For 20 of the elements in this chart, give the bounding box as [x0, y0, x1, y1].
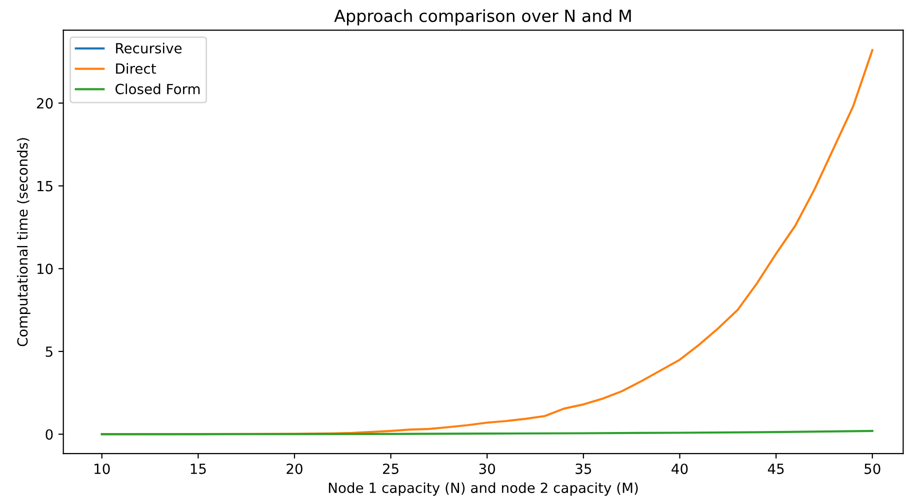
- x-axis-title: Node 1 capacity (N) and node 2 capacity (M): [328, 482, 638, 496]
- x-tick-label: 30: [479, 464, 496, 474]
- y-tick-label: 15: [37, 181, 52, 192]
- y-tick-label: 20: [36, 98, 53, 109]
- y-tick-label: 10: [37, 264, 53, 274]
- x-tick-label: 10: [94, 464, 110, 474]
- x-tick-label: 35: [576, 464, 592, 474]
- x-tick-label: 45: [768, 464, 784, 474]
- x-tick-label: 40: [672, 464, 688, 474]
- x-tick-label: 15: [190, 464, 206, 474]
- x-tick-label: 20: [286, 464, 302, 474]
- x-tick-label: 25: [382, 464, 398, 474]
- legend-label: Recursive: [116, 42, 182, 54]
- chart-title: Approach comparison over N and M: [334, 9, 631, 26]
- legend-label: Closed Form: [116, 84, 200, 94]
- x-tick-label: 50: [864, 464, 880, 474]
- y-axis-title: Computational time (seconds): [16, 138, 30, 346]
- y-tick-label: 0: [46, 429, 53, 440]
- y-tick-label: 5: [46, 346, 52, 357]
- legend-label: Direct: [116, 63, 156, 74]
